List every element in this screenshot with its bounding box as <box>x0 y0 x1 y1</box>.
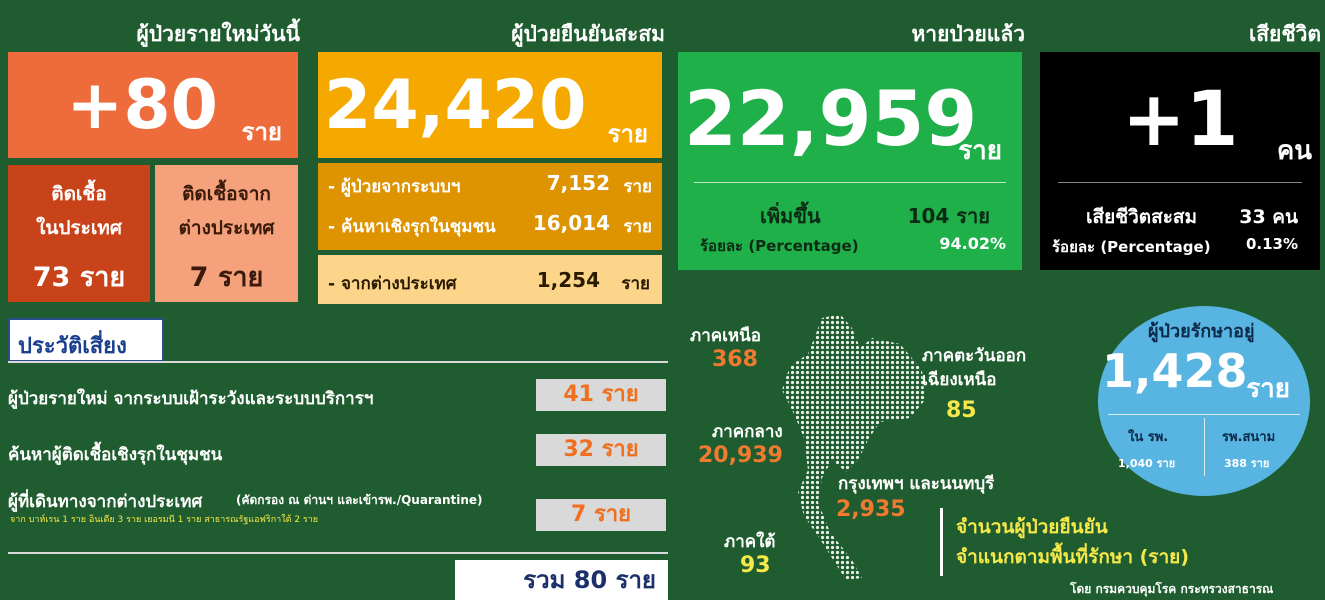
big-number: 22,959 <box>684 74 978 163</box>
label: ติดเชื้อจาก <box>182 183 271 205</box>
big-number: +80 <box>66 66 218 145</box>
value: 33 คน <box>1239 206 1298 228</box>
caption-bar <box>940 508 943 576</box>
value: 388 ราย <box>1224 457 1270 470</box>
divider <box>694 182 1006 183</box>
region-name: ภาคใต้ <box>724 532 776 552</box>
detail: จาก บาห์เรน 1 ราย อินเดีย 3 ราย เยอรมนี … <box>10 515 319 525</box>
unit: คน <box>1276 136 1312 166</box>
panel: - จากต่างประเทศ 1,254 ราย <box>318 255 662 304</box>
panel: ติดเชื้อ ในประเทศ 73 ราย <box>8 165 150 302</box>
region-value: 85 <box>946 398 977 423</box>
circle: ผู้ป่วยรักษาอยู่ 1,428 ราย ใน รพ. 1,040 … <box>1098 306 1310 496</box>
unit: ราย <box>623 177 652 197</box>
panel: 24,420 ราย <box>318 52 662 158</box>
value: 104 ราย <box>907 204 990 228</box>
big-number: 24,420 <box>324 66 587 145</box>
source: โดย กรมควบคุมโรค กระทรวงสาธารณ <box>1070 582 1274 596</box>
big-number: 1,428 <box>1102 344 1248 398</box>
region-value: 20,939 <box>698 443 783 468</box>
title: เสียชีวิต <box>1249 22 1321 46</box>
region-name: กรุงเทพฯ และนนทบุรี <box>838 474 995 494</box>
value: 7 ราย <box>189 262 264 293</box>
value: 73 ราย <box>32 262 126 293</box>
unit: ราย <box>607 120 648 148</box>
title: หายป่วยแล้ว <box>911 22 1025 46</box>
label: ร้อยละ (Percentage) <box>700 237 859 255</box>
divider <box>8 361 668 363</box>
value: 41 ราย <box>536 379 666 411</box>
heading-box: ประวัติเสี่ยง <box>8 318 164 362</box>
unit: ราย <box>958 136 1002 166</box>
label: เสียชีวิตสะสม <box>1086 206 1198 228</box>
heading: ประวัติเสี่ยง <box>18 334 127 359</box>
region-name: ภาคกลาง <box>712 422 783 442</box>
total: รวม 80 ราย <box>455 560 668 600</box>
value: 7 ราย <box>536 499 666 531</box>
value: 94.02% <box>939 234 1006 253</box>
panel: +1 คน เสียชีวิตสะสม 33 คน ร้อยละ (Percen… <box>1040 52 1320 270</box>
big-number: +1 <box>1122 74 1239 163</box>
label: - ผู้ป่วยจากระบบฯ <box>328 177 461 197</box>
label: ติดเชื้อ <box>51 183 107 205</box>
divider <box>8 552 668 554</box>
panel: ติดเชื้อจาก ต่างประเทศ 7 ราย <box>155 165 298 302</box>
divider <box>1058 182 1302 183</box>
map <box>782 314 925 580</box>
label: ร้อยละ (Percentage) <box>1052 238 1211 256</box>
thailand-shape <box>782 314 925 580</box>
region-name: ภาคตะวันออก <box>922 346 1027 366</box>
value: 7,152 <box>546 171 610 195</box>
label: ใน รพ. <box>1128 430 1169 445</box>
value: 1,040 ราย <box>1118 457 1176 470</box>
unit: ราย <box>241 118 282 146</box>
divider <box>1204 418 1205 476</box>
panel: 22,959 ราย เพิ่มขึ้น 104 ราย ร้อยละ (Per… <box>678 52 1022 270</box>
label: ผู้ที่เดินทางจากต่างประเทศ <box>8 492 203 512</box>
unit: ราย <box>623 217 652 237</box>
caption: จำนวนผู้ป่วยยืนยัน <box>956 516 1108 538</box>
label: ค้นหาผู้ติดเชื้อเชิงรุกในชุมชน <box>8 445 223 465</box>
panel: +80 ราย <box>8 52 298 158</box>
value: 16,014 <box>532 211 610 235</box>
title: ผู้ป่วยยืนยันสะสม <box>511 22 665 46</box>
label: รพ.สนาม <box>1222 430 1276 445</box>
unit: ราย <box>1246 374 1290 404</box>
value: 0.13% <box>1245 235 1298 253</box>
unit: ราย <box>621 274 650 294</box>
label: - จากต่างประเทศ <box>328 274 457 294</box>
region-name: เฉียงเหนือ <box>922 370 997 390</box>
value: 1,254 <box>536 268 600 292</box>
region-value: 2,935 <box>836 497 906 522</box>
label: เพิ่มขึ้น <box>760 204 821 228</box>
panel: - ผู้ป่วยจากระบบฯ 7,152 ราย - ค้นหาเชิงร… <box>318 163 662 250</box>
caption: จำแนกตามพื้นที่รักษา (ราย) <box>956 546 1190 568</box>
label: - ค้นหาเชิงรุกในชุมชน <box>328 217 496 237</box>
label: ในประเทศ <box>36 217 122 239</box>
note: (คัดกรอง ณ ด่านฯ และเข้ารพ./Quarantine) <box>236 493 483 507</box>
region-value: 368 <box>712 347 758 372</box>
region-value: 93 <box>740 553 771 578</box>
label: ต่างประเทศ <box>178 217 275 239</box>
divider <box>1108 414 1300 415</box>
title: ผู้ป่วยรายใหม่วันนี้ <box>136 22 300 46</box>
label: ผู้ป่วยรายใหม่ จากระบบเฝ้าระวังและระบบบร… <box>8 389 374 409</box>
value: 32 ราย <box>536 434 666 466</box>
title: ผู้ป่วยรักษาอยู่ <box>1148 321 1255 342</box>
region-name: ภาคเหนือ <box>690 326 761 346</box>
